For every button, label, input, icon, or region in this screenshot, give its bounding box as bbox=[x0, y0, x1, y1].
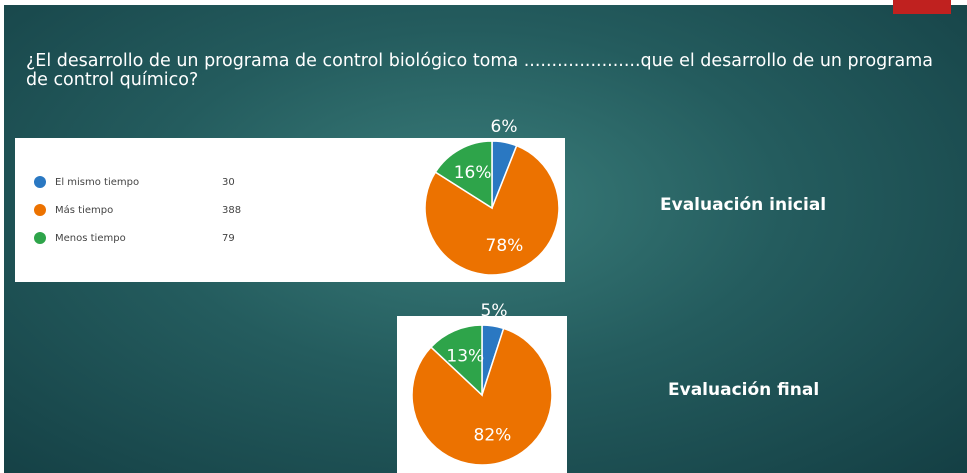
slice-label: 13% bbox=[446, 346, 484, 366]
pie-slice bbox=[424, 144, 560, 276]
slice-label: 6% bbox=[491, 117, 518, 137]
chart-caption: Evaluación final bbox=[668, 380, 819, 400]
chart-caption: Evaluación inicial bbox=[660, 195, 826, 215]
slice-label: 16% bbox=[454, 163, 492, 183]
legend-marker bbox=[34, 204, 46, 216]
slice-label: 5% bbox=[481, 301, 508, 321]
pie-slice bbox=[429, 324, 483, 397]
slice-label: 78% bbox=[486, 236, 524, 256]
legend-marker bbox=[34, 176, 46, 188]
pie-slice bbox=[434, 140, 493, 210]
legend-count: 388 bbox=[222, 205, 241, 216]
slide-title: ¿El desarrollo de un programa de control… bbox=[26, 51, 933, 90]
legend-label: Más tiempo bbox=[55, 204, 113, 216]
corner-decoration bbox=[893, 0, 951, 14]
slice-label: 82% bbox=[474, 426, 512, 446]
legend-count: 79 bbox=[222, 233, 235, 244]
legend-label: El mismo tiempo bbox=[55, 177, 139, 188]
legend-label: Menos tiempo bbox=[55, 233, 126, 244]
legend-marker bbox=[34, 232, 46, 244]
legend-count: 30 bbox=[222, 177, 235, 188]
